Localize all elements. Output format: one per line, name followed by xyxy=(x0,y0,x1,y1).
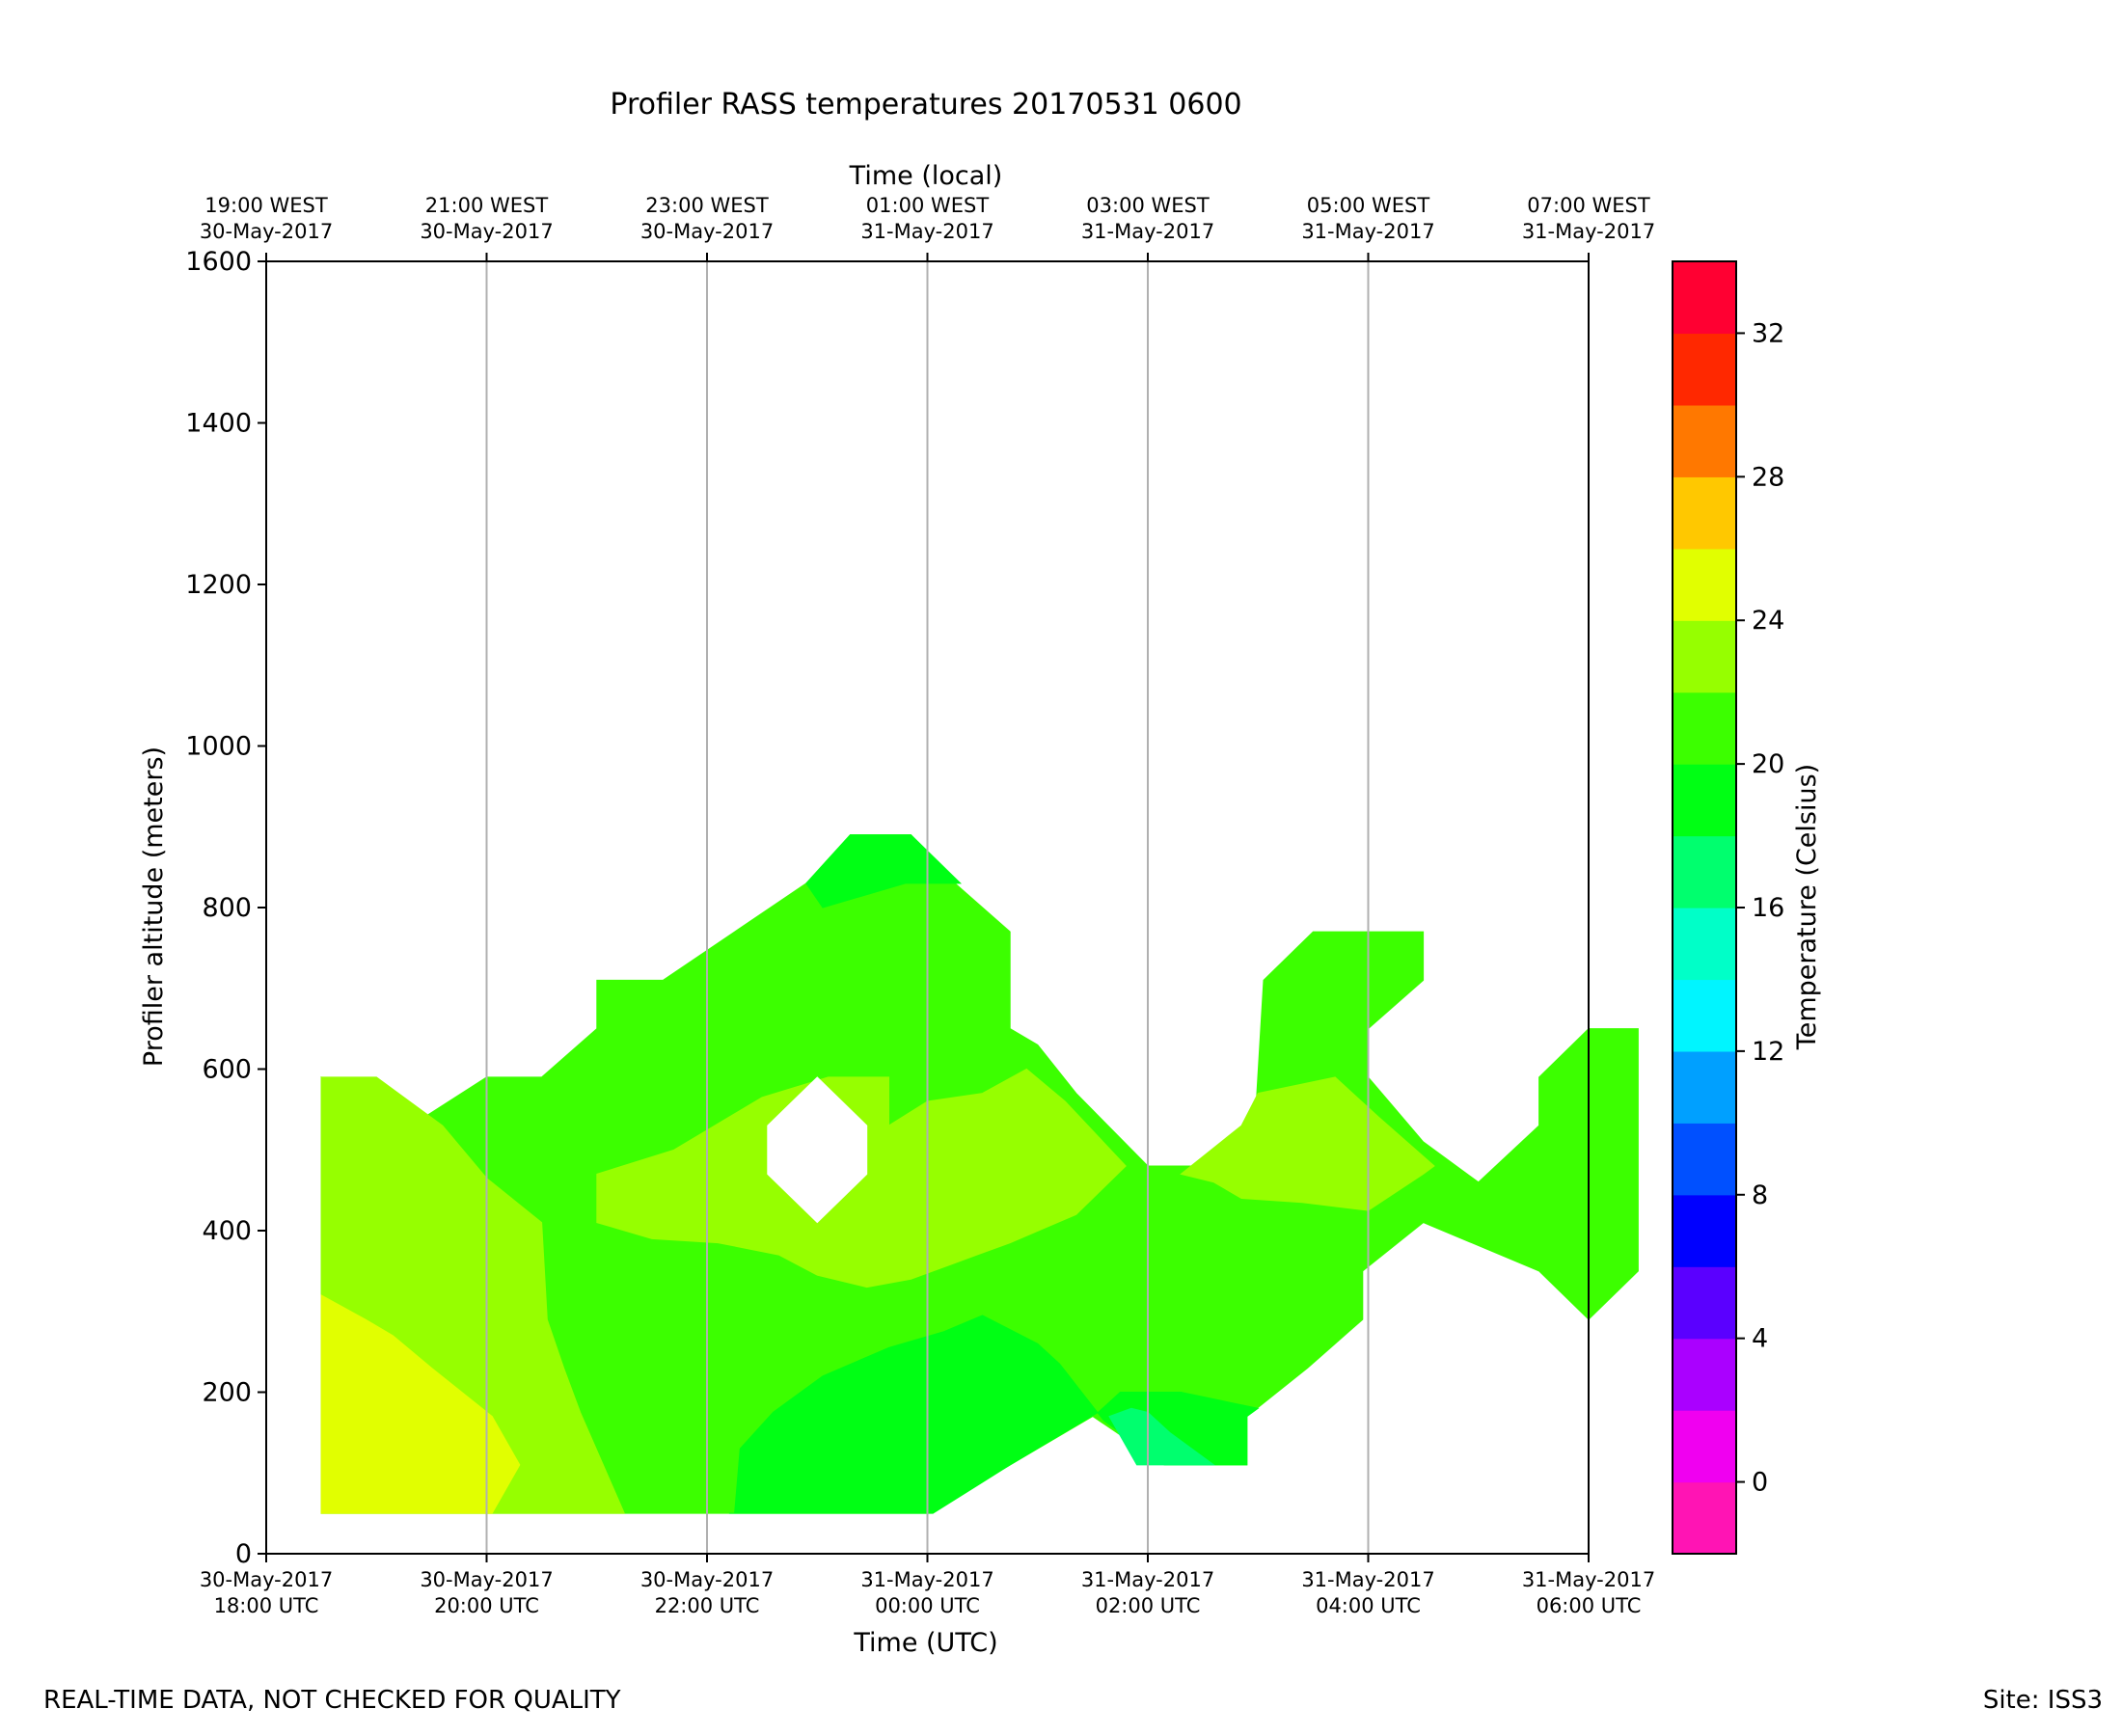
x-tick-label-time: 20:00 UTC xyxy=(434,1594,539,1617)
x-top-tick-label-time: 07:00 WEST xyxy=(1527,194,1650,217)
colorbar-level xyxy=(1673,979,1736,1052)
contour-band-18-20-bottom xyxy=(728,1315,1260,1514)
colorbar-tick-label: 20 xyxy=(1752,749,1784,779)
contour-band-22-24-right xyxy=(1180,1076,1435,1211)
x-axis-top-label: Time (local) xyxy=(849,161,1003,191)
colorbar-tick-label: 32 xyxy=(1752,318,1784,348)
contour-band-18-20-top xyxy=(805,834,963,909)
x-tick-label-date: 31-May-2017 xyxy=(1081,1568,1214,1591)
colorbar-label: Temperature (Celsius) xyxy=(1792,764,1822,1050)
x-tick-label-date: 30-May-2017 xyxy=(420,1568,553,1591)
x-top-tick-label-date: 31-May-2017 xyxy=(1081,220,1214,243)
colorbar-level xyxy=(1673,1266,1736,1340)
y-tick-label: 600 xyxy=(202,1055,252,1085)
x-tick-label-time: 22:00 UTC xyxy=(655,1594,760,1617)
x-top-tick-label-date: 31-May-2017 xyxy=(860,220,993,243)
y-tick-label: 400 xyxy=(202,1216,252,1246)
colorbar-level xyxy=(1673,764,1736,837)
y-tick-label: 1400 xyxy=(185,409,252,439)
colorbar-level xyxy=(1673,1481,1736,1555)
x-axis-bottom: 30-May-2017 18:00 UTC 30-May-2017 20:00 UTC… xyxy=(200,1554,1655,1617)
colorbar-level xyxy=(1673,620,1736,693)
x-tick-label-date: 30-May-2017 xyxy=(200,1568,333,1591)
x-top-tick-label-date: 31-May-2017 xyxy=(1301,220,1434,243)
contour-regions xyxy=(320,834,1639,1514)
grid-lines xyxy=(485,261,1370,1554)
x-tick-label-date: 31-May-2017 xyxy=(1522,1568,1655,1591)
contour-missing-hole xyxy=(767,1076,868,1224)
site-label: Site: ISS3 xyxy=(1982,1686,2103,1715)
colorbar-level xyxy=(1673,835,1736,909)
x-top-tick-label-date: 30-May-2017 xyxy=(640,220,774,243)
colorbar-level xyxy=(1673,908,1736,981)
colorbar-tick-label: 4 xyxy=(1752,1324,1768,1354)
y-axis: 0 200 400 600 800 1000 1200 1400 1600 xyxy=(185,247,266,1569)
x-tick-label-date: 31-May-2017 xyxy=(1301,1568,1434,1591)
colorbar-level xyxy=(1673,1050,1736,1124)
x-tick-label-time: 06:00 UTC xyxy=(1537,1594,1642,1617)
x-top-tick-label-time: 19:00 WEST xyxy=(204,194,328,217)
x-tick-label-date: 30-May-2017 xyxy=(640,1568,774,1591)
x-top-tick-label-time: 23:00 WEST xyxy=(645,194,769,217)
y-tick-label: 1600 xyxy=(185,247,252,277)
colorbar-level xyxy=(1673,1410,1736,1483)
x-top-tick-label-date: 30-May-2017 xyxy=(200,220,333,243)
colorbar-level xyxy=(1673,333,1736,406)
quality-disclaimer: REAL-TIME DATA, NOT CHECKED FOR QUALITY xyxy=(43,1686,621,1715)
contour-band-16-18-patch xyxy=(1108,1407,1216,1466)
y-tick-label: 1200 xyxy=(185,570,252,600)
x-top-tick-label-time: 01:00 WEST xyxy=(866,194,990,217)
x-tick-label-time: 02:00 UTC xyxy=(1096,1594,1201,1617)
colorbar-level xyxy=(1673,1194,1736,1267)
x-axis-label: Time (UTC) xyxy=(853,1628,997,1658)
x-top-tick-label-time: 21:00 WEST xyxy=(425,194,549,217)
chart-title: Profiler RASS temperatures 20170531 0600 xyxy=(610,88,1241,122)
y-tick-label: 200 xyxy=(202,1378,252,1408)
colorbar-tick-label: 24 xyxy=(1752,606,1784,636)
colorbar-tick-label: 28 xyxy=(1752,462,1784,492)
colorbar-level xyxy=(1673,404,1736,477)
colorbar-tick-label: 16 xyxy=(1752,893,1784,923)
colorbar-tick-label: 0 xyxy=(1752,1468,1768,1498)
colorbar-tick-label: 8 xyxy=(1752,1180,1768,1210)
x-top-tick-label-date: 31-May-2017 xyxy=(1522,220,1655,243)
colorbar-level xyxy=(1673,1338,1736,1411)
colorbar-level xyxy=(1673,548,1736,621)
x-top-tick-label-time: 03:00 WEST xyxy=(1086,194,1210,217)
colorbar-tick-label: 12 xyxy=(1752,1037,1784,1067)
x-tick-label-time: 18:00 UTC xyxy=(214,1594,319,1617)
x-top-tick-label-time: 05:00 WEST xyxy=(1307,194,1430,217)
colorbar-level xyxy=(1673,261,1736,335)
contour-band-24-26-corner xyxy=(320,1294,521,1514)
colorbar-level xyxy=(1673,1123,1736,1196)
y-tick-label: 0 xyxy=(235,1539,252,1569)
x-tick-label-time: 04:00 UTC xyxy=(1316,1594,1421,1617)
y-tick-label: 1000 xyxy=(185,732,252,762)
y-tick-label: 800 xyxy=(202,893,252,923)
colorbar: 0 4 8 12 16 20 24 28 32 xyxy=(1672,260,1784,1555)
x-tick-label-date: 31-May-2017 xyxy=(860,1568,993,1591)
y-axis-label: Profiler altitude (meters) xyxy=(139,746,169,1067)
x-top-tick-label-date: 30-May-2017 xyxy=(420,220,553,243)
colorbar-level xyxy=(1673,692,1736,765)
colorbar-level xyxy=(1673,476,1736,550)
x-axis-top: 19:00 WEST 30-May-2017 21:00 WEST 30-May-20… xyxy=(200,194,1655,261)
x-tick-label-time: 00:00 UTC xyxy=(875,1594,980,1617)
